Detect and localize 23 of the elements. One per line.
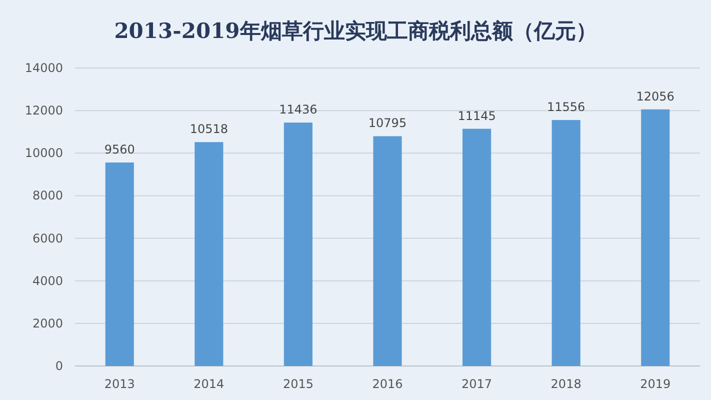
data-label: 12056 [636,89,674,104]
data-label: 10795 [368,116,407,130]
y-tick-label: 0 [55,359,63,373]
data-label: 10518 [190,122,228,136]
y-tick-label: 6000 [32,231,63,246]
x-tick-label: 2015 [282,377,314,391]
x-tick-label: 2018 [550,377,582,391]
y-tick-label: 4000 [32,274,63,288]
x-tick-label: 2019 [640,377,671,391]
y-tick-label: 2000 [32,316,63,330]
x-tick-label: 2014 [194,377,224,391]
x-tick-label: 2017 [462,377,492,391]
data-label: 11145 [458,108,496,123]
y-tick-label: 12000 [24,104,63,118]
x-tick-label: 2016 [372,377,403,391]
x-tick-label: 2013 [104,377,135,391]
data-label: 9560 [104,142,135,157]
data-label: 11556 [546,100,586,114]
chart-title: 2013-2019年烟草行业实现工商税利总额（亿元） [114,18,597,43]
data-label: 11436 [279,102,318,117]
y-tick-label: 8000 [32,188,63,203]
y-tick-label: 14000 [24,61,63,75]
y-tick-label: 10000 [24,146,63,160]
